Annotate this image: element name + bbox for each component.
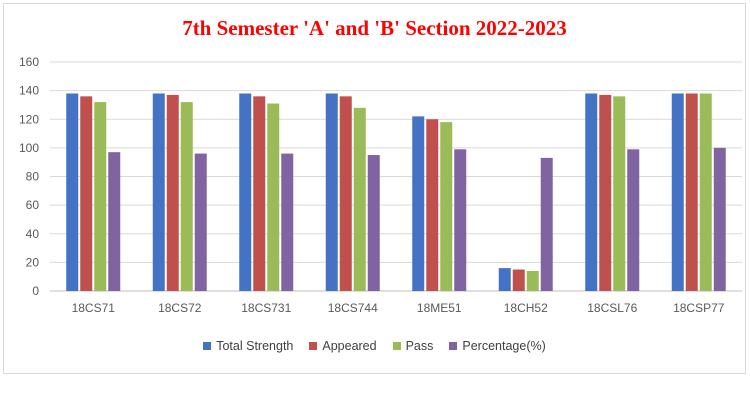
legend-item: Percentage(%): [449, 339, 546, 353]
bar-18csl76-3: [627, 149, 640, 291]
bar-18me51-1: [426, 119, 439, 291]
y-tick-label: 160: [19, 55, 39, 69]
bar-18cs72-3: [194, 153, 207, 291]
x-tick-label: 18CH52: [504, 301, 548, 315]
bar-18ch52-2: [526, 270, 539, 291]
y-tick-label: 140: [19, 84, 39, 98]
bar-18cs72-2: [180, 102, 193, 291]
x-tick-label: 18CS72: [158, 301, 202, 315]
legend-item: Total Strength: [203, 339, 293, 353]
x-tick-label: 18CS731: [241, 301, 291, 315]
bar-18csp77-0: [671, 93, 684, 291]
legend-label: Total Strength: [216, 339, 294, 353]
y-tick-label: 120: [19, 112, 39, 126]
y-tick-label: 100: [19, 141, 39, 155]
bar-18csl76-2: [613, 96, 626, 291]
chart-title: 7th Semester 'A' and 'B' Section 2022-20…: [182, 16, 567, 40]
bar-18cs744-1: [339, 96, 352, 291]
legend-label: Appeared: [322, 339, 377, 353]
legend-item: Pass: [392, 339, 434, 353]
bar-18me51-2: [440, 122, 453, 291]
y-tick-label: 60: [26, 198, 40, 212]
bar-18cs71-3: [108, 152, 121, 291]
legend-swatch: [392, 342, 401, 350]
legend-swatch: [203, 342, 212, 350]
x-tick-label: 18ME51: [417, 301, 462, 315]
legend-swatch: [309, 342, 318, 350]
x-tick-label: 18CS71: [72, 301, 116, 315]
bar-18cs744-0: [325, 93, 338, 291]
bar-18cs71-0: [66, 93, 79, 291]
bar-18cs731-1: [253, 96, 266, 291]
bar-18ch52-3: [540, 157, 553, 291]
bar-18cs72-1: [166, 94, 179, 291]
legend-label: Percentage(%): [462, 339, 546, 353]
bar-18csp77-2: [699, 93, 712, 291]
legend-item: Appeared: [309, 339, 377, 353]
bar-18ch52-0: [498, 268, 511, 291]
bar-18cs731-3: [281, 153, 294, 291]
y-tick-label: 40: [26, 227, 40, 241]
bar-18cs744-2: [353, 107, 366, 291]
bar-18cs72-0: [152, 93, 165, 291]
bar-18ch52-1: [512, 269, 525, 291]
bar-18cs731-2: [267, 103, 280, 291]
y-tick-label: 0: [32, 284, 39, 298]
legend-swatch: [449, 342, 458, 350]
chart-frame: 7th Semester 'A' and 'B' Section 2022-20…: [3, 3, 746, 374]
x-tick-label: 18CS744: [328, 301, 378, 315]
bar-18csp77-1: [685, 93, 698, 291]
bar-18cs731-0: [239, 93, 252, 291]
bar-18csl76-0: [585, 93, 598, 291]
legend-label: Pass: [405, 339, 434, 353]
chart-legend: Total Strength Appeared Pass Percentage(%): [4, 339, 745, 353]
bar-18cs71-1: [80, 96, 93, 291]
bar-18me51-0: [412, 116, 425, 291]
bar-chart: 0 20 40 60 80 100 120 140 160 18CS71 18CS72 18CS731…: [19, 55, 742, 315]
y-tick-label: 80: [26, 170, 40, 184]
x-tick-label: 18CSP77: [673, 301, 725, 315]
x-tick-label: 18CSL76: [587, 301, 637, 315]
y-tick-label: 20: [26, 255, 40, 269]
bar-18cs71-2: [94, 102, 107, 291]
bar-18me51-3: [454, 149, 467, 291]
bar-18cs744-3: [367, 155, 380, 291]
bar-18csl76-1: [599, 94, 612, 291]
bar-18csp77-3: [713, 147, 726, 291]
